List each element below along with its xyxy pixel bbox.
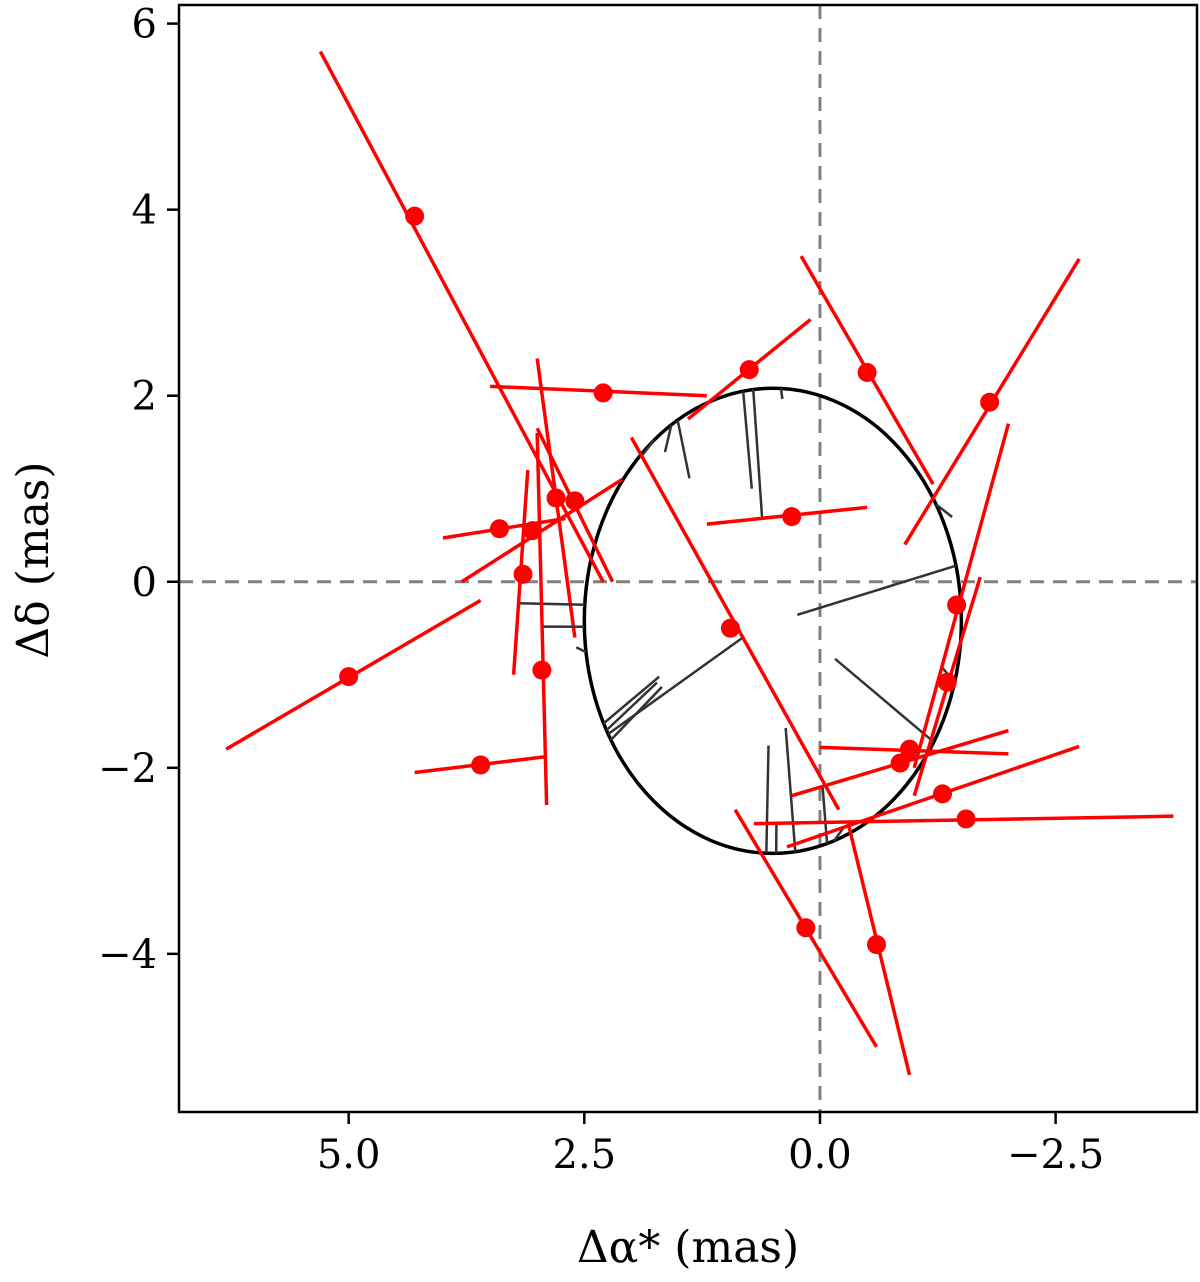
y-axis-label: Δδ (mas) — [8, 461, 59, 658]
y-tick-label: −4 — [98, 932, 157, 978]
data-point — [937, 672, 957, 692]
residual-line — [575, 646, 587, 654]
residual-line — [518, 602, 585, 607]
x-tick-label: 2.5 — [553, 1132, 617, 1178]
data-point — [947, 595, 967, 615]
orbit-ellipse — [582, 386, 964, 856]
residual-line — [741, 391, 754, 489]
residual-line — [779, 388, 784, 400]
residual-line — [605, 681, 658, 732]
residual-line — [607, 636, 744, 736]
residual-line — [676, 419, 691, 479]
data-point — [546, 488, 566, 508]
x-tick-label: 5.0 — [317, 1132, 381, 1178]
y-tick-label: 0 — [132, 560, 157, 606]
data-point — [513, 564, 533, 584]
data-point — [405, 206, 425, 226]
data-point — [867, 935, 887, 955]
data-point — [980, 392, 1000, 412]
data-point — [489, 519, 509, 539]
residual-line — [609, 686, 663, 741]
data-points — [339, 206, 1000, 955]
data-point — [782, 507, 802, 527]
x-axis-label: Δα* (mas) — [577, 1222, 799, 1273]
data-point — [339, 667, 359, 687]
x-tick-label: −2.5 — [1007, 1132, 1104, 1178]
x-tick-label: 0.0 — [788, 1132, 852, 1178]
residual-line — [751, 389, 764, 519]
x-axis: 5.0 2.5 0.0 −2.5 — [317, 1112, 1104, 1178]
scan-line — [912, 423, 1011, 769]
y-tick-label: 6 — [132, 2, 157, 48]
data-point — [956, 809, 976, 829]
scan-lines — [225, 50, 1174, 1076]
plot-frame — [177, 3, 1199, 1114]
residual-line — [834, 657, 935, 743]
y-tick-label: −2 — [98, 746, 157, 792]
residual-line — [935, 503, 953, 518]
data-point — [522, 521, 542, 541]
data-point — [857, 362, 877, 382]
residual-line — [784, 727, 797, 852]
reference-lines — [179, 5, 1197, 1112]
data-point — [720, 618, 740, 638]
data-point — [796, 918, 816, 938]
residual-line — [602, 675, 661, 725]
data-point — [532, 660, 552, 680]
data-point — [739, 360, 759, 380]
data-point — [890, 753, 910, 773]
data-point — [933, 784, 952, 804]
y-tick-label: 4 — [132, 188, 157, 234]
scan-line — [786, 744, 1080, 849]
residual-line — [663, 424, 673, 453]
data-point — [593, 383, 613, 403]
data-point — [900, 739, 920, 759]
data-point — [471, 755, 491, 775]
y-axis: 6 4 2 0 −2 −4 — [98, 2, 179, 978]
orbit-layer — [582, 386, 964, 856]
scan-line — [535, 432, 549, 806]
y-tick-label: 2 — [132, 374, 157, 420]
residual-line — [796, 564, 957, 617]
data-point — [565, 491, 585, 511]
residual-line — [765, 745, 770, 854]
